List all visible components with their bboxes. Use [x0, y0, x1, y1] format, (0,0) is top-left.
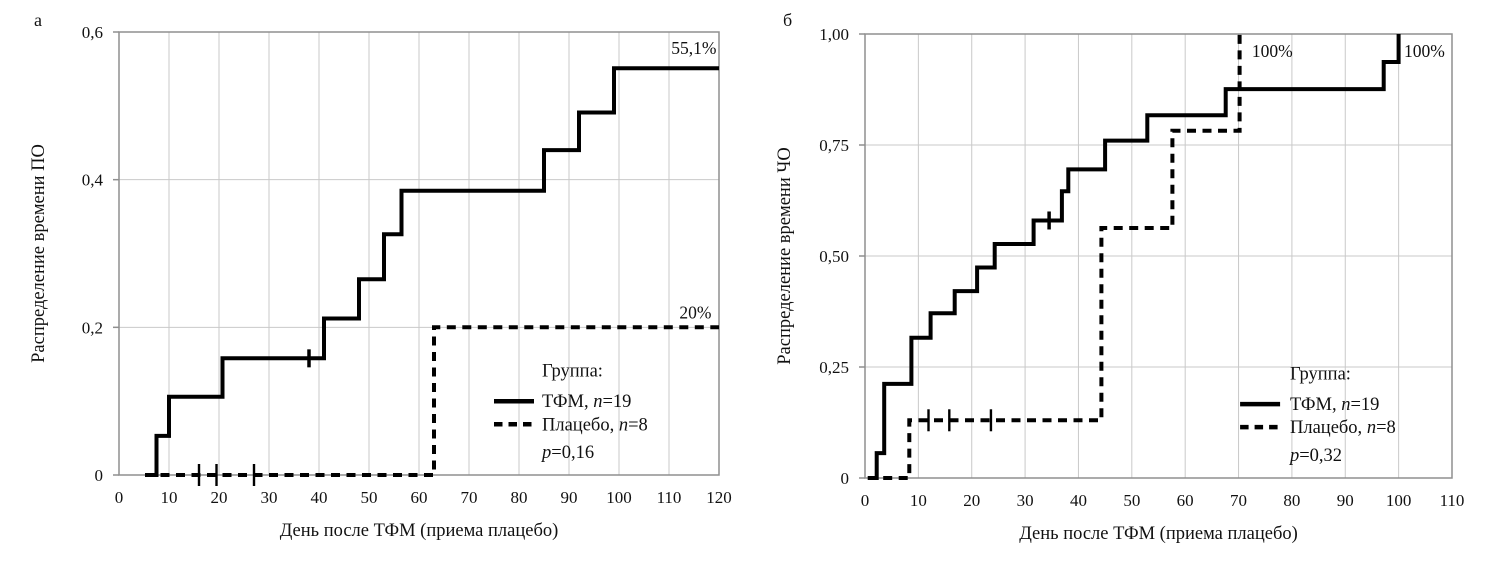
- curve-end-annotation: 100%: [1404, 41, 1445, 61]
- x-tick-label: 60: [1177, 491, 1194, 510]
- panel-a-chart: 0 0,2 0,4 0,6 0 10 20 30 40 50 60 70 80 90 100 110 120 Де…: [29, 10, 732, 541]
- x-tick-label: 90: [1337, 491, 1354, 510]
- panel-label: а: [34, 10, 42, 30]
- x-axis-title: День после ТФМ (приема плацебо): [1019, 524, 1298, 544]
- curve-end-annotation: 20%: [679, 302, 711, 322]
- x-tick-label: 60: [411, 488, 428, 507]
- x-tick-label: 90: [561, 488, 578, 507]
- legend-title: Группа:: [1290, 364, 1351, 384]
- curve-end-annotation: 55,1%: [671, 38, 716, 58]
- x-tick-label: 100: [606, 488, 632, 507]
- x-axis: 0 10 20 30 40 50 60 70 80 90 100 110 120: [115, 488, 732, 507]
- x-tick-label: 50: [1123, 491, 1140, 510]
- series-line-tfm: [154, 66, 719, 477]
- x-tick-label: 0: [861, 491, 870, 510]
- y-tick-label: 0,6: [82, 23, 103, 42]
- x-tick-label: 10: [161, 488, 178, 507]
- y-axis: 0 0,2 0,4 0,6: [82, 23, 119, 485]
- legend-item-label: Плацебо, n=8: [1290, 418, 1396, 438]
- y-axis-title: Распределение времени ЧО: [775, 147, 795, 364]
- legend-item-label: ТФМ, n=19: [542, 392, 631, 412]
- y-tick-label: 0: [95, 466, 104, 485]
- panel-label: б: [783, 10, 792, 30]
- plot-frame: [118, 31, 720, 476]
- x-tick-label: 70: [461, 488, 478, 507]
- x-tick-label: 50: [361, 488, 378, 507]
- x-tick-label: 0: [115, 488, 124, 507]
- x-tick-label: 20: [963, 491, 980, 510]
- y-axis: 0 0,25 0,50 0,75 1,00: [819, 25, 865, 488]
- x-tick-label: 120: [706, 488, 732, 507]
- y-tick-label: 0,25: [819, 358, 849, 377]
- x-tick-label: 80: [511, 488, 528, 507]
- panel-b-chart: 0 0,25 0,50 0,75 1,00 0 10 20 30 40 50 60 70 80 90 100 1…: [775, 10, 1465, 544]
- x-axis-title: День после ТФМ (приема плацебо): [280, 521, 559, 541]
- x-tick-label: 80: [1283, 491, 1300, 510]
- y-axis-title: Распределение времени ПО: [29, 144, 49, 363]
- x-tick-label: 30: [261, 488, 278, 507]
- series-line-placebo: [867, 34, 1242, 480]
- x-tick-label: 100: [1386, 491, 1412, 510]
- x-tick-label: 20: [211, 488, 228, 507]
- legend: Группа: ТФМ, n=19 Плацебо, n=8 p=0,32: [1240, 364, 1396, 466]
- gridlines: [865, 34, 1452, 478]
- curve-end-annotation: 100%: [1252, 41, 1293, 61]
- legend-item-label: Плацебо, n=8: [542, 415, 648, 435]
- y-tick-label: 0: [841, 469, 850, 488]
- x-tick-label: 10: [910, 491, 927, 510]
- y-tick-label: 0,50: [819, 247, 849, 266]
- legend-item-label: ТФМ, n=19: [1290, 395, 1379, 415]
- legend-title: Группа:: [542, 362, 603, 382]
- x-axis: 0 10 20 30 40 50 60 70 80 90 100 110: [861, 491, 1465, 510]
- x-tick-label: 110: [1440, 491, 1465, 510]
- gridlines: [119, 32, 719, 475]
- p-value-label: p=0,32: [1288, 446, 1342, 466]
- x-tick-label: 70: [1230, 491, 1247, 510]
- y-tick-label: 0,2: [82, 318, 103, 337]
- y-tick-label: 0,4: [82, 171, 104, 190]
- series-line-placebo: [145, 325, 719, 477]
- series-line-tfm: [873, 34, 1401, 480]
- x-tick-label: 110: [657, 488, 682, 507]
- x-tick-label: 40: [311, 488, 328, 507]
- y-tick-label: 1,00: [819, 25, 849, 44]
- y-tick-label: 0,75: [819, 136, 849, 155]
- p-value-label: p=0,16: [540, 443, 594, 463]
- legend: Группа: ТФМ, n=19 Плацебо, n=8 p=0,16: [494, 362, 648, 463]
- x-tick-label: 40: [1070, 491, 1087, 510]
- x-tick-label: 30: [1017, 491, 1034, 510]
